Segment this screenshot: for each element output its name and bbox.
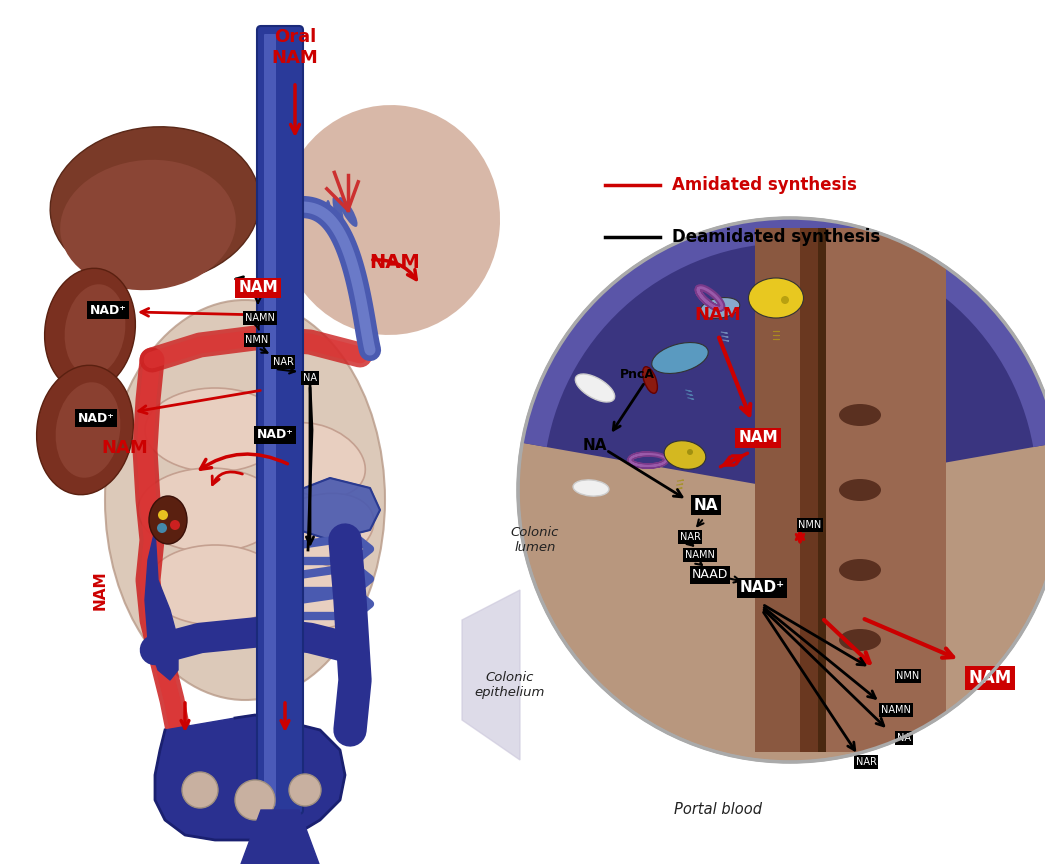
Text: NAMN: NAMN bbox=[881, 705, 911, 715]
Ellipse shape bbox=[65, 284, 125, 376]
Text: NA: NA bbox=[583, 437, 607, 453]
Text: Colonic
epithelium: Colonic epithelium bbox=[474, 671, 545, 699]
Text: NAD⁺: NAD⁺ bbox=[740, 581, 785, 595]
Text: NAM: NAM bbox=[238, 281, 278, 295]
Circle shape bbox=[158, 510, 168, 520]
Text: NMN: NMN bbox=[798, 520, 821, 530]
Text: NAM: NAM bbox=[93, 570, 108, 610]
Text: NAAD: NAAD bbox=[692, 569, 728, 581]
Text: Oral
NAM: Oral NAM bbox=[272, 28, 319, 67]
Ellipse shape bbox=[37, 365, 134, 495]
Ellipse shape bbox=[332, 195, 344, 225]
Text: Portal blood: Portal blood bbox=[674, 803, 762, 817]
Ellipse shape bbox=[643, 366, 657, 393]
Text: NMN: NMN bbox=[246, 335, 269, 345]
Ellipse shape bbox=[576, 374, 614, 402]
FancyBboxPatch shape bbox=[826, 228, 946, 752]
Text: NA: NA bbox=[897, 733, 911, 743]
Circle shape bbox=[687, 449, 693, 455]
Ellipse shape bbox=[45, 269, 136, 391]
Text: NA: NA bbox=[303, 373, 317, 383]
Ellipse shape bbox=[700, 297, 740, 319]
Ellipse shape bbox=[839, 404, 881, 426]
Text: NAMN: NAMN bbox=[686, 550, 715, 560]
Circle shape bbox=[182, 772, 218, 808]
Circle shape bbox=[781, 296, 789, 304]
Circle shape bbox=[289, 774, 321, 806]
FancyBboxPatch shape bbox=[257, 26, 303, 814]
FancyBboxPatch shape bbox=[818, 228, 828, 752]
Ellipse shape bbox=[264, 422, 366, 498]
Wedge shape bbox=[522, 218, 1045, 447]
Circle shape bbox=[157, 523, 167, 533]
Ellipse shape bbox=[839, 629, 881, 651]
Ellipse shape bbox=[61, 160, 236, 290]
Ellipse shape bbox=[149, 496, 187, 544]
FancyBboxPatch shape bbox=[800, 228, 820, 752]
Ellipse shape bbox=[339, 197, 357, 227]
Ellipse shape bbox=[839, 559, 881, 581]
Text: NAM: NAM bbox=[370, 253, 420, 272]
FancyBboxPatch shape bbox=[264, 34, 276, 806]
Ellipse shape bbox=[839, 479, 881, 501]
Text: NA: NA bbox=[694, 498, 718, 512]
Text: NMN: NMN bbox=[897, 671, 920, 681]
Text: NAR: NAR bbox=[856, 757, 877, 767]
Ellipse shape bbox=[138, 468, 282, 552]
Ellipse shape bbox=[104, 300, 385, 700]
FancyBboxPatch shape bbox=[754, 228, 833, 752]
Ellipse shape bbox=[325, 200, 331, 224]
Polygon shape bbox=[155, 715, 345, 840]
Polygon shape bbox=[145, 530, 178, 680]
Ellipse shape bbox=[266, 493, 374, 567]
Ellipse shape bbox=[748, 278, 804, 318]
Ellipse shape bbox=[147, 545, 283, 625]
Text: Colonic
lumen: Colonic lumen bbox=[511, 526, 559, 554]
Ellipse shape bbox=[665, 441, 705, 469]
Ellipse shape bbox=[55, 382, 120, 478]
Text: NAD⁺: NAD⁺ bbox=[257, 429, 294, 442]
Polygon shape bbox=[241, 810, 319, 864]
Text: PncA: PncA bbox=[620, 369, 654, 382]
Text: NAD⁺: NAD⁺ bbox=[90, 303, 126, 316]
Ellipse shape bbox=[652, 342, 709, 373]
Ellipse shape bbox=[145, 388, 285, 472]
Polygon shape bbox=[299, 478, 380, 540]
Text: NAR: NAR bbox=[679, 532, 700, 542]
Text: NAM: NAM bbox=[969, 669, 1012, 687]
Polygon shape bbox=[462, 590, 520, 760]
Circle shape bbox=[235, 780, 275, 820]
Ellipse shape bbox=[315, 149, 455, 295]
Text: Amidated synthesis: Amidated synthesis bbox=[672, 176, 857, 194]
Text: Deamidated synthesis: Deamidated synthesis bbox=[672, 228, 880, 246]
Ellipse shape bbox=[280, 105, 501, 335]
Ellipse shape bbox=[260, 562, 359, 629]
Ellipse shape bbox=[573, 480, 609, 496]
Text: NAM: NAM bbox=[695, 306, 741, 324]
Text: NAM: NAM bbox=[101, 439, 148, 457]
Text: NAD⁺: NAD⁺ bbox=[77, 411, 115, 424]
Ellipse shape bbox=[50, 127, 260, 283]
Text: NAR: NAR bbox=[273, 357, 294, 367]
Circle shape bbox=[170, 520, 180, 530]
Text: NAMN: NAMN bbox=[246, 313, 275, 323]
Circle shape bbox=[518, 218, 1045, 762]
Wedge shape bbox=[522, 218, 1045, 490]
Text: NAM: NAM bbox=[738, 430, 777, 446]
